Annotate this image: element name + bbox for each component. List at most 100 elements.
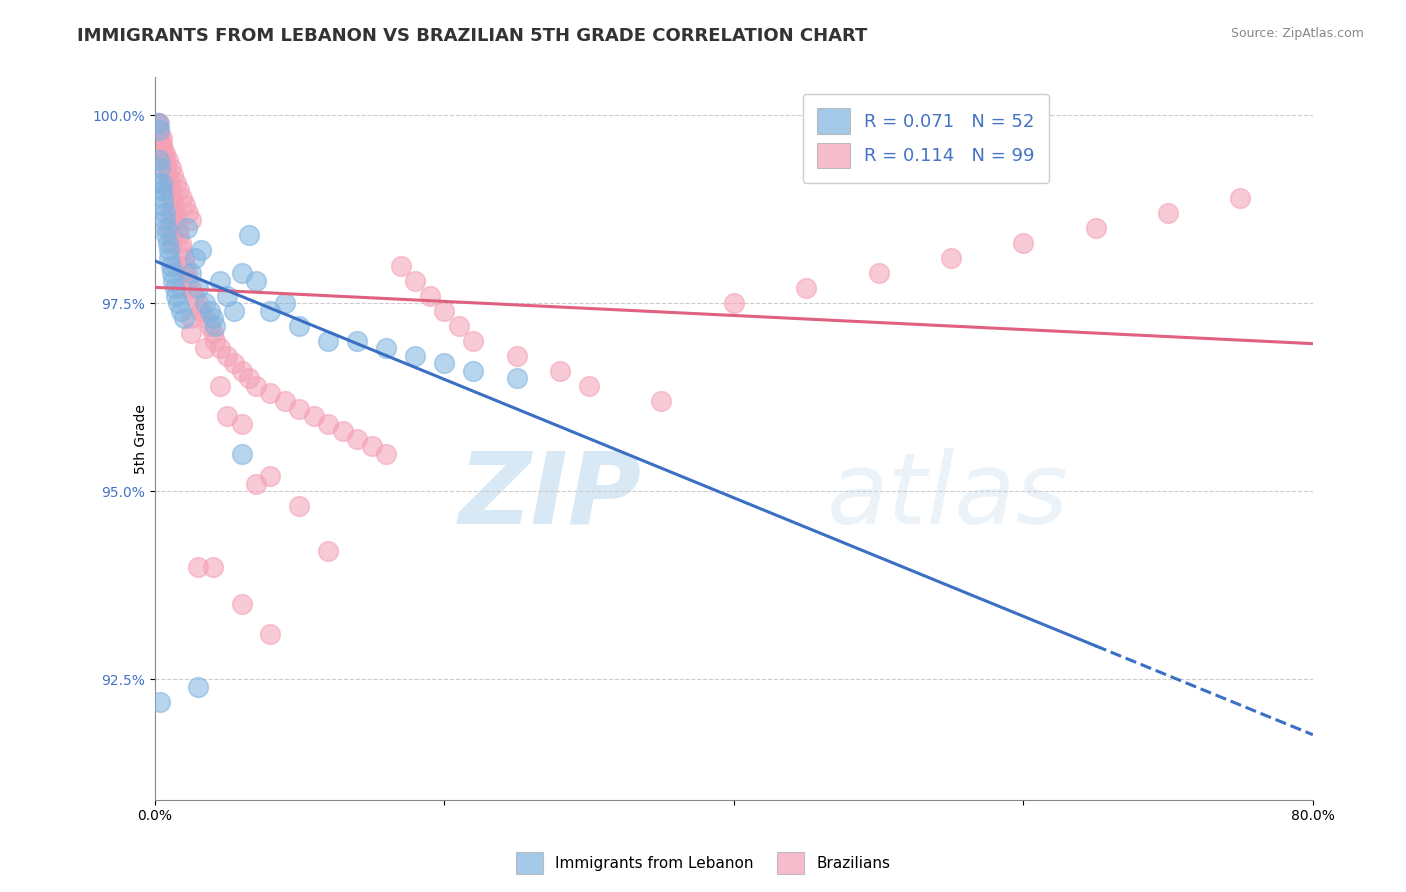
Point bbox=[170, 235, 193, 250]
Point bbox=[447, 318, 470, 333]
Point bbox=[318, 417, 340, 431]
Point bbox=[170, 303, 193, 318]
Point bbox=[238, 371, 260, 385]
Point bbox=[148, 130, 170, 145]
Text: atlas: atlas bbox=[827, 448, 1069, 545]
Point bbox=[150, 138, 173, 153]
Point bbox=[231, 364, 253, 378]
Point bbox=[183, 288, 205, 302]
Point bbox=[231, 417, 253, 431]
Point bbox=[180, 266, 202, 280]
Point bbox=[146, 176, 169, 190]
Point bbox=[153, 145, 176, 160]
Point bbox=[152, 145, 174, 160]
Point bbox=[208, 341, 231, 355]
Point bbox=[578, 379, 600, 393]
Point bbox=[174, 198, 197, 212]
Point bbox=[404, 274, 426, 288]
Point bbox=[190, 244, 212, 258]
Point bbox=[204, 334, 226, 348]
Point bbox=[288, 401, 311, 416]
Point bbox=[148, 115, 170, 129]
Point bbox=[148, 153, 170, 168]
Point bbox=[150, 130, 173, 145]
Point bbox=[1157, 206, 1180, 220]
Point bbox=[215, 288, 238, 302]
Point bbox=[148, 123, 170, 137]
Point bbox=[162, 274, 184, 288]
Point bbox=[375, 341, 398, 355]
Point bbox=[153, 153, 176, 168]
Point bbox=[169, 228, 191, 243]
Point bbox=[215, 349, 238, 363]
Point bbox=[1012, 235, 1035, 250]
Point bbox=[231, 266, 253, 280]
Point bbox=[157, 244, 180, 258]
Point bbox=[332, 424, 354, 438]
Point bbox=[165, 288, 187, 302]
Point bbox=[146, 115, 169, 129]
Point bbox=[360, 439, 382, 453]
Point bbox=[463, 334, 485, 348]
Point bbox=[162, 198, 184, 212]
Point bbox=[153, 213, 176, 227]
Point bbox=[224, 356, 246, 370]
Point bbox=[176, 266, 198, 280]
Point bbox=[187, 680, 209, 694]
Point bbox=[238, 228, 260, 243]
Point bbox=[201, 311, 224, 326]
Point bbox=[180, 281, 202, 295]
Point bbox=[157, 221, 180, 235]
Point bbox=[198, 303, 221, 318]
Point bbox=[149, 130, 172, 145]
Point bbox=[162, 168, 184, 182]
Point bbox=[156, 235, 179, 250]
Point bbox=[170, 281, 193, 295]
Point bbox=[150, 176, 173, 190]
Point bbox=[159, 206, 181, 220]
Point bbox=[201, 559, 224, 574]
Point bbox=[163, 206, 186, 220]
Point bbox=[433, 303, 456, 318]
Point bbox=[180, 213, 202, 227]
Point bbox=[177, 274, 200, 288]
Point bbox=[194, 311, 217, 326]
Point bbox=[346, 334, 368, 348]
Point bbox=[149, 161, 172, 175]
Point bbox=[190, 303, 212, 318]
Legend: R = 0.071   N = 52, R = 0.114   N = 99: R = 0.071 N = 52, R = 0.114 N = 99 bbox=[803, 94, 1049, 183]
Point bbox=[274, 394, 297, 409]
Point bbox=[180, 326, 202, 341]
Point bbox=[174, 259, 197, 273]
Point bbox=[160, 266, 183, 280]
Point bbox=[650, 394, 672, 409]
Point bbox=[187, 281, 209, 295]
Point bbox=[169, 183, 191, 197]
Point bbox=[198, 318, 221, 333]
Text: Source: ZipAtlas.com: Source: ZipAtlas.com bbox=[1230, 27, 1364, 40]
Point bbox=[153, 206, 176, 220]
Point bbox=[177, 206, 200, 220]
Point bbox=[172, 191, 194, 205]
Point bbox=[155, 228, 177, 243]
Point bbox=[157, 251, 180, 265]
Point bbox=[159, 259, 181, 273]
Point bbox=[419, 288, 441, 302]
Text: ZIP: ZIP bbox=[458, 448, 641, 545]
Point bbox=[165, 259, 187, 273]
Point bbox=[148, 123, 170, 137]
Point bbox=[160, 191, 183, 205]
Text: IMMIGRANTS FROM LEBANON VS BRAZILIAN 5TH GRADE CORRELATION CHART: IMMIGRANTS FROM LEBANON VS BRAZILIAN 5TH… bbox=[77, 27, 868, 45]
Point bbox=[162, 228, 184, 243]
Point bbox=[939, 251, 962, 265]
Point bbox=[165, 176, 187, 190]
Point bbox=[194, 296, 217, 310]
Point bbox=[259, 303, 281, 318]
Point bbox=[165, 213, 187, 227]
Point bbox=[159, 161, 181, 175]
Point bbox=[184, 251, 207, 265]
Point bbox=[433, 356, 456, 370]
Point bbox=[288, 500, 311, 514]
Point bbox=[231, 597, 253, 611]
Point bbox=[208, 274, 231, 288]
